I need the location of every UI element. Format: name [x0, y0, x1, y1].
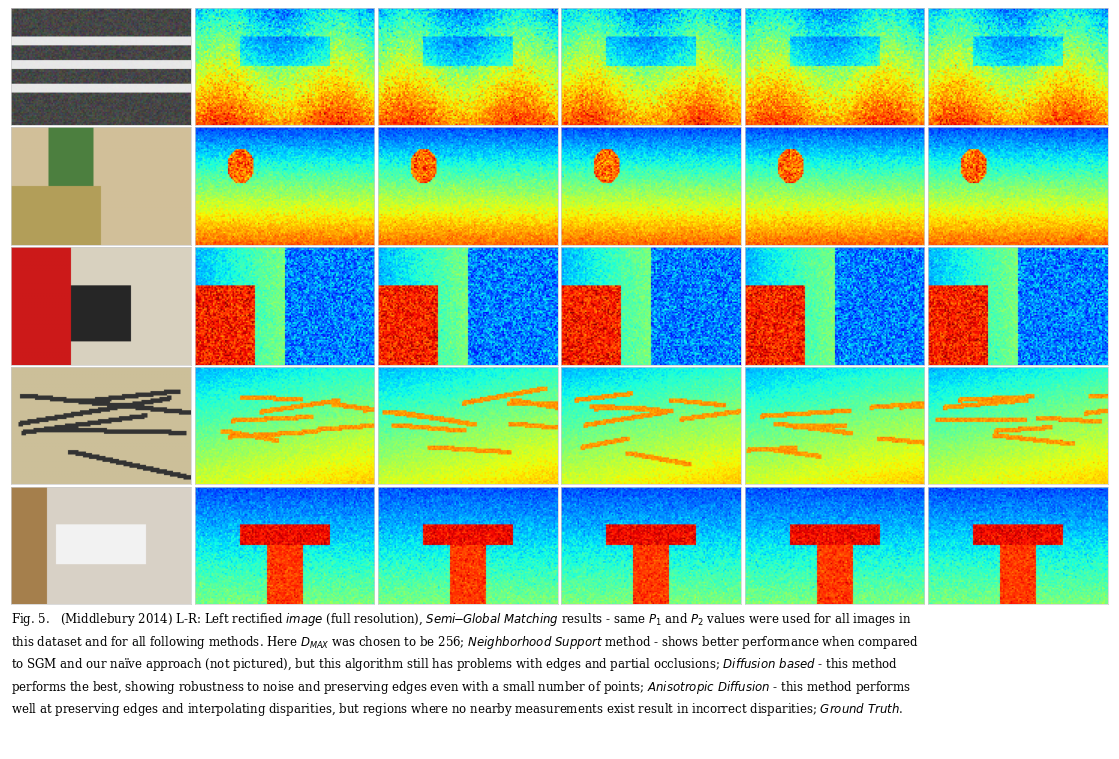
Text: Fig. 5.   (Middlebury 2014) L-R: Left rectified $\mathit{image}$ (full resolutio: Fig. 5. (Middlebury 2014) L-R: Left rect… — [11, 612, 919, 718]
